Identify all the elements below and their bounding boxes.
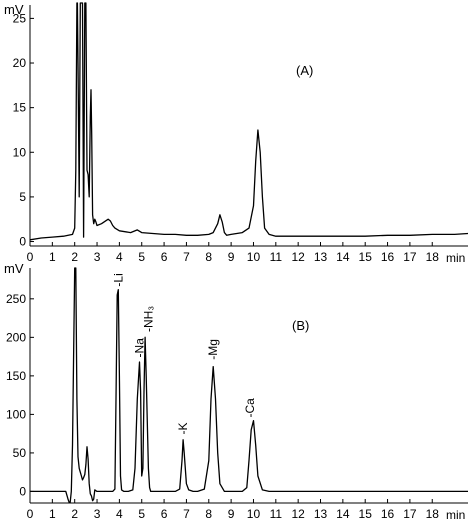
y-tick-label: 200 (6, 330, 26, 344)
x-tick-label: 1 (49, 507, 56, 521)
x-tick-label: 5 (138, 250, 145, 264)
y-tick-label: 5 (19, 190, 26, 204)
panel-a-trace (29, 2, 469, 241)
peak-label-text: -Na (133, 338, 147, 358)
x-tick-label: 16 (381, 250, 395, 264)
x-tick-label: 9 (228, 507, 235, 521)
x-tick-label: 3 (94, 250, 101, 264)
x-tick-label: 15 (359, 250, 373, 264)
x-tick-label: 4 (116, 250, 123, 264)
x-tick-label: 2 (71, 250, 78, 264)
y-tick-label: 0 (19, 484, 26, 498)
x-tick-label: 12 (291, 507, 305, 521)
x-tick-label: 4 (116, 507, 123, 521)
x-tick-label: 8 (205, 507, 212, 521)
panel-b-label: (B) (292, 318, 309, 333)
panel-a-x-axis-label: min (446, 251, 465, 265)
x-tick-label: 7 (183, 250, 190, 264)
panel-b-peak-labels: -Li -Na -NH₃ -K -Mg -Ca (111, 273, 257, 434)
x-tick-label: 10 (247, 507, 261, 521)
x-tick-label: 10 (247, 250, 261, 264)
y-tick-label: 150 (6, 369, 26, 383)
peak-label-text: -NH₃ (141, 306, 155, 332)
x-tick-label: 12 (291, 250, 305, 264)
y-tick-label: 25 (13, 11, 27, 25)
peak-label-na: -Na (133, 338, 147, 358)
panel-a-label: (A) (296, 63, 313, 78)
panel-a-x-ticks: 0 1 2 3 4 5 6 7 8 9 10 11 12 13 14 15 16 17 18 (27, 242, 440, 264)
x-tick-label: 3 (94, 507, 101, 521)
panel-a-y-ticks: 0 5 10 15 20 25 (13, 11, 34, 249)
x-tick-label: 14 (336, 250, 350, 264)
peak-label-li: -Li (111, 273, 125, 286)
peak-label-text: -Li (111, 273, 125, 286)
peak-label-ca: -Ca (243, 398, 257, 418)
y-tick-label: 0 (19, 235, 26, 249)
x-tick-label: 1 (49, 250, 56, 264)
panel-b-x-ticks: 0 1 2 3 4 5 6 7 8 9 10 11 12 13 14 15 16 17 18 (27, 499, 440, 521)
x-tick-label: 9 (228, 250, 235, 264)
peak-label-text: -Ca (243, 398, 257, 418)
x-tick-label: 0 (27, 250, 34, 264)
peak-label-mg: -Mg (206, 339, 220, 360)
chromatogram-line (29, 2, 469, 241)
y-tick-label: 250 (6, 292, 26, 306)
panel-b-x-axis-label: min (446, 508, 465, 522)
x-tick-label: 11 (270, 250, 283, 264)
x-tick-label: 18 (426, 250, 440, 264)
y-tick-label: 20 (13, 56, 27, 70)
x-tick-label: 11 (270, 507, 283, 521)
x-tick-label: 17 (403, 250, 417, 264)
panel-b-axes (29, 268, 468, 504)
x-tick-label: 14 (336, 507, 350, 521)
y-tick-label: 15 (13, 101, 27, 115)
panel-a-chart: mV (A) 0 1 2 3 4 5 6 7 8 9 10 11 12 13 14 15 16 17 18 0510… (4, 2, 469, 265)
panel-b-chart: mV (B) 0 1 2 3 4 5 6 7 8 9 10 11 12 13 14 15 16 17 18 0501… (4, 261, 468, 522)
peak-label-text: -K (176, 423, 190, 435)
x-tick-label: 13 (314, 507, 328, 521)
peak-label-nh: -NH₃ (141, 306, 155, 332)
y-tick-label: 50 (13, 446, 27, 460)
x-tick-label: 5 (138, 507, 145, 521)
panel-b-y-axis-label: mV (4, 261, 24, 276)
x-tick-label: 7 (183, 507, 190, 521)
x-tick-label: 6 (161, 507, 168, 521)
panel-b-y-ticks: 0 50 100 150 200 250 (6, 292, 34, 498)
y-tick-label: 100 (6, 407, 26, 421)
panel-a-y-axis-label: mV (4, 2, 24, 17)
x-tick-label: 15 (359, 507, 373, 521)
x-tick-label: 16 (381, 507, 395, 521)
peak-label-k: -K (176, 423, 190, 435)
panel-a-axes (29, 5, 468, 247)
y-tick-label: 10 (13, 145, 27, 159)
peak-label-text: -Mg (206, 339, 220, 360)
x-tick-label: 6 (161, 250, 168, 264)
panel-b-trace (30, 267, 468, 503)
x-tick-label: 8 (205, 250, 212, 264)
x-tick-label: 13 (314, 250, 328, 264)
chromatogram-line (30, 267, 468, 503)
x-tick-label: 2 (71, 507, 78, 521)
x-tick-label: 17 (403, 507, 417, 521)
x-tick-label: 18 (426, 507, 440, 521)
x-tick-label: 0 (27, 507, 34, 521)
